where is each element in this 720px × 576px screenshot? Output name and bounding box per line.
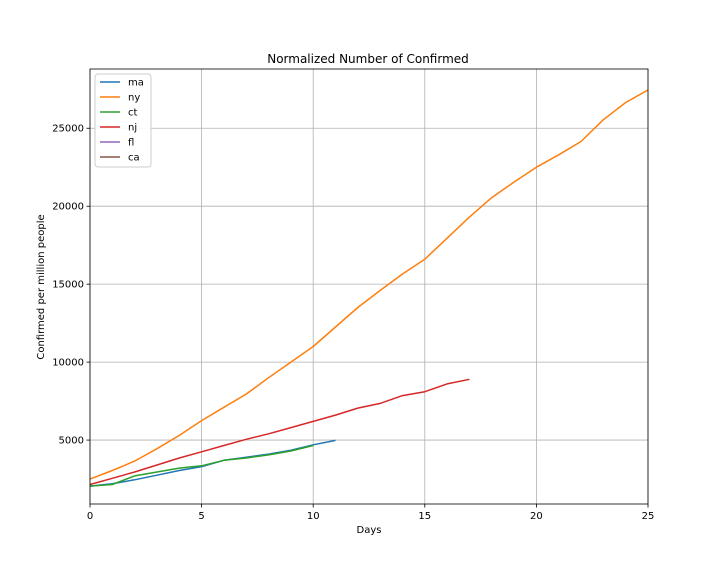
legend: ma ny ct nj fl ca	[94, 73, 152, 168]
legend-label-ny: ny	[128, 93, 140, 104]
y-tick-label: 5000	[59, 436, 84, 447]
legend-label-nj: nj	[128, 123, 137, 134]
x-axis-title: Days	[357, 525, 382, 536]
legend-label-ct: ct	[128, 108, 137, 119]
x-tick-label: 20	[530, 511, 543, 522]
plot-frame	[89, 68, 649, 505]
x-tick-label: 5	[198, 511, 204, 522]
x-tick-label: 25	[642, 511, 655, 522]
x-tick-label: 15	[418, 511, 431, 522]
series-layer	[89, 89, 649, 487]
legend-label-ca: ca	[128, 153, 140, 164]
x-tick-label: 10	[307, 511, 320, 522]
legend-label-fl: fl	[128, 138, 134, 149]
series-line-ct	[89, 444, 314, 487]
y-tick-label: 25000	[52, 124, 84, 135]
grid-lines	[89, 69, 649, 504]
y-tick-label: 15000	[52, 280, 84, 291]
y-axis-title: Confirmed per million people	[36, 214, 47, 359]
y-tick-label: 10000	[52, 358, 84, 369]
chart-title: Normalized Number of Confirmed	[267, 52, 469, 66]
legend-label-ma: ma	[128, 78, 144, 89]
series-line-nj	[89, 378, 470, 486]
y-axis: 5000 10000 15000 20000 25000	[52, 124, 90, 447]
x-axis: 0 5 10 15 20 25	[87, 504, 655, 522]
x-tick-label: 0	[87, 511, 93, 522]
series-line-ny	[89, 89, 649, 480]
y-tick-label: 20000	[52, 202, 84, 213]
